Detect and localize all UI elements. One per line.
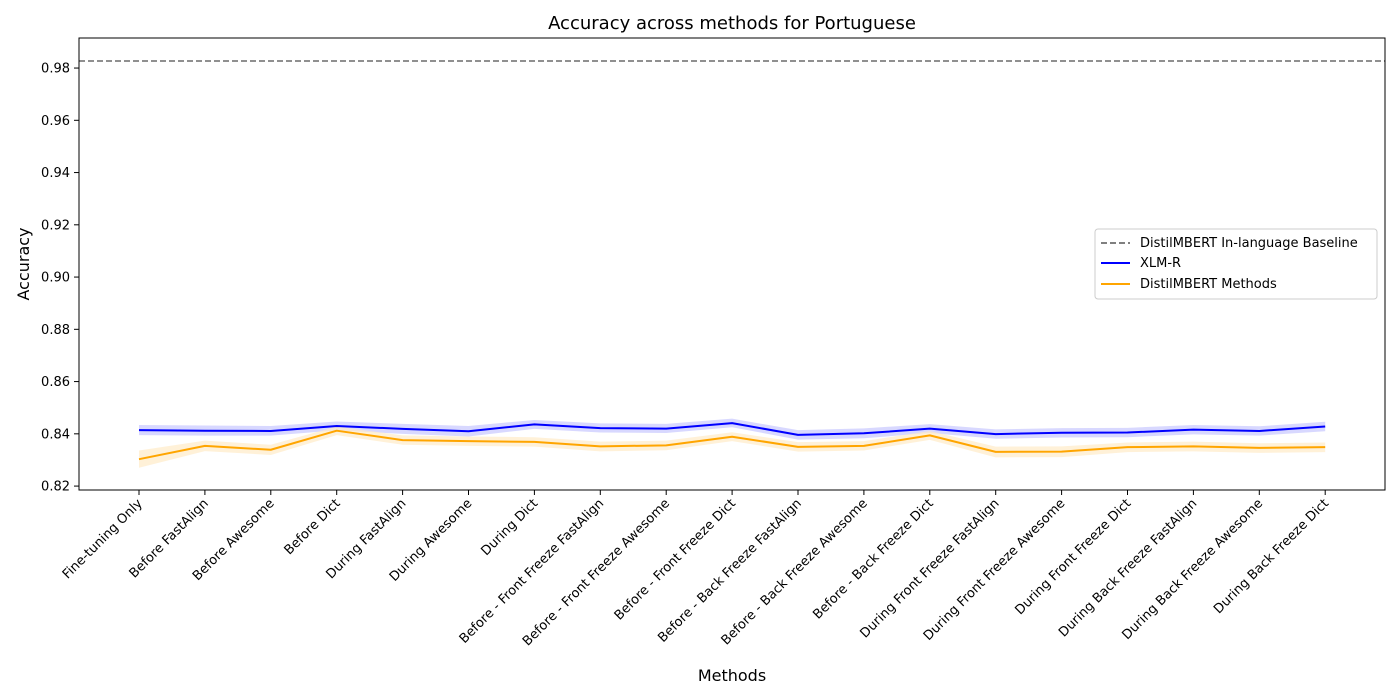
x-tick-label: Before Dict xyxy=(282,496,344,558)
x-tick-label: Before - Back Freeze FastAlign xyxy=(655,496,804,645)
x-tick-label: During Front Freeze FastAlign xyxy=(857,496,1002,641)
legend-box xyxy=(1094,228,1378,300)
y-axis-label: Accuracy xyxy=(14,227,33,300)
x-tick-label: During Back Freeze Awesome xyxy=(1119,496,1266,643)
x-tick-label: Before - Back Freeze Awesome xyxy=(719,496,871,648)
legend-label-distilmbert: DistilMBERT Methods xyxy=(1140,277,1277,292)
y-tick-label: 0.96 xyxy=(41,114,70,129)
confidence-band-series-1 xyxy=(139,426,1326,468)
x-tick-label: During Dict xyxy=(479,496,542,559)
legend-label-xlmr: XLM-R xyxy=(1140,256,1181,271)
y-tick-label: 0.88 xyxy=(41,323,70,338)
y-tick-label: 0.86 xyxy=(41,375,70,390)
x-tick-label: Before - Back Freeze Dict xyxy=(810,496,936,622)
y-tick-label: 0.92 xyxy=(41,218,70,233)
x-tick-label: Before - Front Freeze FastAlign xyxy=(457,496,607,646)
x-axis-label: Methods xyxy=(698,666,766,685)
x-tick-label: Before - Front Freeze Awesome xyxy=(520,496,673,649)
x-tick-label: During Back Freeze Dict xyxy=(1211,496,1332,617)
chart-title: Accuracy across methods for Portuguese xyxy=(548,13,916,34)
legend-label-baseline: DistilMBERT In-language Baseline xyxy=(1140,236,1358,251)
y-tick-label: 0.98 xyxy=(41,62,70,77)
y-axis: 0.82 0.84 0.86 0.88 0.90 0.92 0.94 0.96 0.98 xyxy=(41,62,79,495)
x-tick-label: Before - Front Freeze Dict xyxy=(612,496,739,623)
y-tick-label: 0.82 xyxy=(41,480,70,495)
plot-area xyxy=(78,37,1386,491)
y-tick-label: 0.84 xyxy=(41,427,70,442)
x-tick-label: During Front Freeze Awesome xyxy=(921,496,1069,644)
x-tick-label: During Front Freeze Dict xyxy=(1013,496,1135,618)
y-tick-label: 0.90 xyxy=(41,271,70,286)
series-line-0 xyxy=(138,422,1326,436)
legend: DistilMBERT In-language Baseline XLM-R D… xyxy=(1094,228,1378,300)
y-tick-label: 0.94 xyxy=(41,166,70,181)
x-tick-label: During Back Freeze FastAlign xyxy=(1056,496,1200,640)
series-line-1 xyxy=(138,429,1326,461)
